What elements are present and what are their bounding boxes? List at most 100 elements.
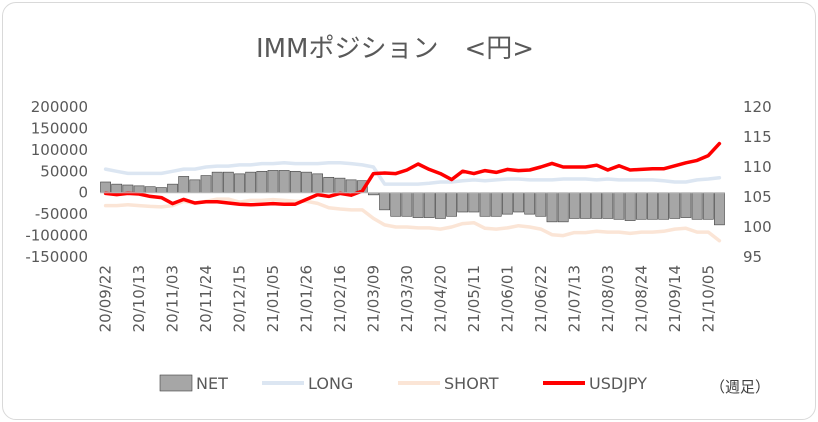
net-bar xyxy=(691,192,703,220)
x-tick-label: 20/12/15 xyxy=(231,265,249,332)
net-bar xyxy=(334,177,346,194)
net-bar xyxy=(580,192,591,219)
left-axis-ticks: 200000 150000 100000 50000 0 -50000 -100000 -15… xyxy=(25,98,88,266)
right-tick-label: 120 xyxy=(743,98,772,116)
legend: NET LONG SHORT USDJPY xyxy=(159,374,647,393)
legend-swatch-net xyxy=(159,374,193,392)
net-bar xyxy=(323,176,335,194)
left-tick-label: 200000 xyxy=(31,98,88,116)
x-tick-label: 21/03/30 xyxy=(398,265,416,332)
net-bar xyxy=(100,181,111,194)
net-bar xyxy=(546,192,558,223)
net-bar xyxy=(234,173,245,194)
net-bar xyxy=(702,192,714,220)
right-tick-label: 115 xyxy=(743,128,772,146)
x-tick-label: 21/06/22 xyxy=(532,265,550,332)
x-tick-label: 21/08/03 xyxy=(599,265,617,332)
net-bar xyxy=(312,173,324,194)
long-line xyxy=(103,160,722,186)
x-tick-label: 20/11/03 xyxy=(164,265,182,332)
net-bar xyxy=(658,192,669,220)
net-bar xyxy=(624,192,636,221)
net-bar xyxy=(345,179,357,194)
left-tick-label: -150000 xyxy=(25,248,88,266)
net-bar xyxy=(446,192,457,217)
net-bar xyxy=(591,192,603,219)
net-bar xyxy=(490,192,502,217)
net-bar xyxy=(714,192,725,226)
net-bar xyxy=(178,176,190,194)
net-bar xyxy=(468,192,480,213)
net-bar xyxy=(680,192,692,218)
net-bar xyxy=(256,170,268,194)
net-bar xyxy=(245,171,257,194)
x-tick-label: 21/08/24 xyxy=(632,265,650,332)
net-bar xyxy=(167,183,178,194)
legend-label: SHORT xyxy=(444,374,499,393)
net-bar xyxy=(635,192,647,220)
net-bar xyxy=(568,192,580,219)
net-bar xyxy=(669,192,681,219)
net-bar xyxy=(379,192,390,211)
right-tick-label: 105 xyxy=(743,188,772,206)
net-bar xyxy=(557,192,569,223)
net-bar xyxy=(412,192,424,218)
net-bar xyxy=(524,192,536,215)
chart-title: IMMポジション <円> xyxy=(256,34,534,64)
net-bar xyxy=(647,192,658,220)
left-tick-label: 0 xyxy=(78,184,88,202)
series-lines xyxy=(103,141,722,243)
net-bar xyxy=(222,171,234,194)
x-tick-label: 20/11/24 xyxy=(197,265,215,332)
x-tick-label: 21/01/05 xyxy=(264,265,282,332)
x-tick-label: 21/03/09 xyxy=(364,265,382,332)
net-bar xyxy=(200,175,212,194)
right-tick-label: 95 xyxy=(743,248,762,266)
x-tick-label: 21/02/16 xyxy=(331,265,349,332)
net-bar xyxy=(301,171,312,194)
net-bar xyxy=(423,192,435,218)
net-bar xyxy=(289,170,301,194)
legend-label: NET xyxy=(196,374,228,393)
net-bar xyxy=(122,184,134,194)
usdjpy-line xyxy=(103,141,722,207)
net-bars xyxy=(100,170,725,226)
net-bar xyxy=(156,187,167,194)
right-tick-label: 100 xyxy=(743,218,772,236)
period-note: （週足） xyxy=(710,378,770,396)
x-axis-ticks: 20/09/22 20/10/13 20/11/03 20/11/24 20/12/15… xyxy=(97,265,718,332)
x-tick-label: 20/09/22 xyxy=(97,265,115,332)
net-bar xyxy=(513,192,524,213)
legend-label: USDJPY xyxy=(589,374,647,393)
net-bar xyxy=(133,185,145,194)
right-tick-label: 110 xyxy=(743,158,772,176)
net-bar xyxy=(501,192,513,215)
x-tick-label: 20/10/13 xyxy=(130,265,148,332)
left-tick-label: 150000 xyxy=(31,119,88,137)
net-bar xyxy=(278,170,290,194)
x-tick-label: 21/09/14 xyxy=(666,265,684,332)
net-bar xyxy=(435,192,446,219)
legend-label: LONG xyxy=(308,374,353,393)
net-bar xyxy=(535,192,547,217)
net-bar xyxy=(144,186,156,194)
net-bar xyxy=(401,192,413,217)
x-tick-label: 21/04/20 xyxy=(431,265,449,332)
net-bar xyxy=(457,192,469,213)
left-tick-label: -100000 xyxy=(25,227,88,245)
x-tick-label: 21/10/05 xyxy=(699,265,717,332)
net-bar xyxy=(390,192,402,217)
net-bar xyxy=(613,192,625,220)
right-axis-ticks: 120 115 110 105 100 95 xyxy=(743,98,772,266)
left-tick-label: 50000 xyxy=(40,162,88,180)
net-bar xyxy=(267,170,279,194)
x-tick-label: 21/05/11 xyxy=(465,265,483,332)
net-bar xyxy=(189,179,201,194)
net-bar xyxy=(479,192,491,217)
x-tick-label: 21/06/01 xyxy=(498,265,516,332)
net-bar xyxy=(602,192,614,219)
left-tick-label: -50000 xyxy=(35,205,88,223)
x-tick-label: 21/07/13 xyxy=(565,265,583,332)
left-tick-label: 100000 xyxy=(31,141,88,159)
